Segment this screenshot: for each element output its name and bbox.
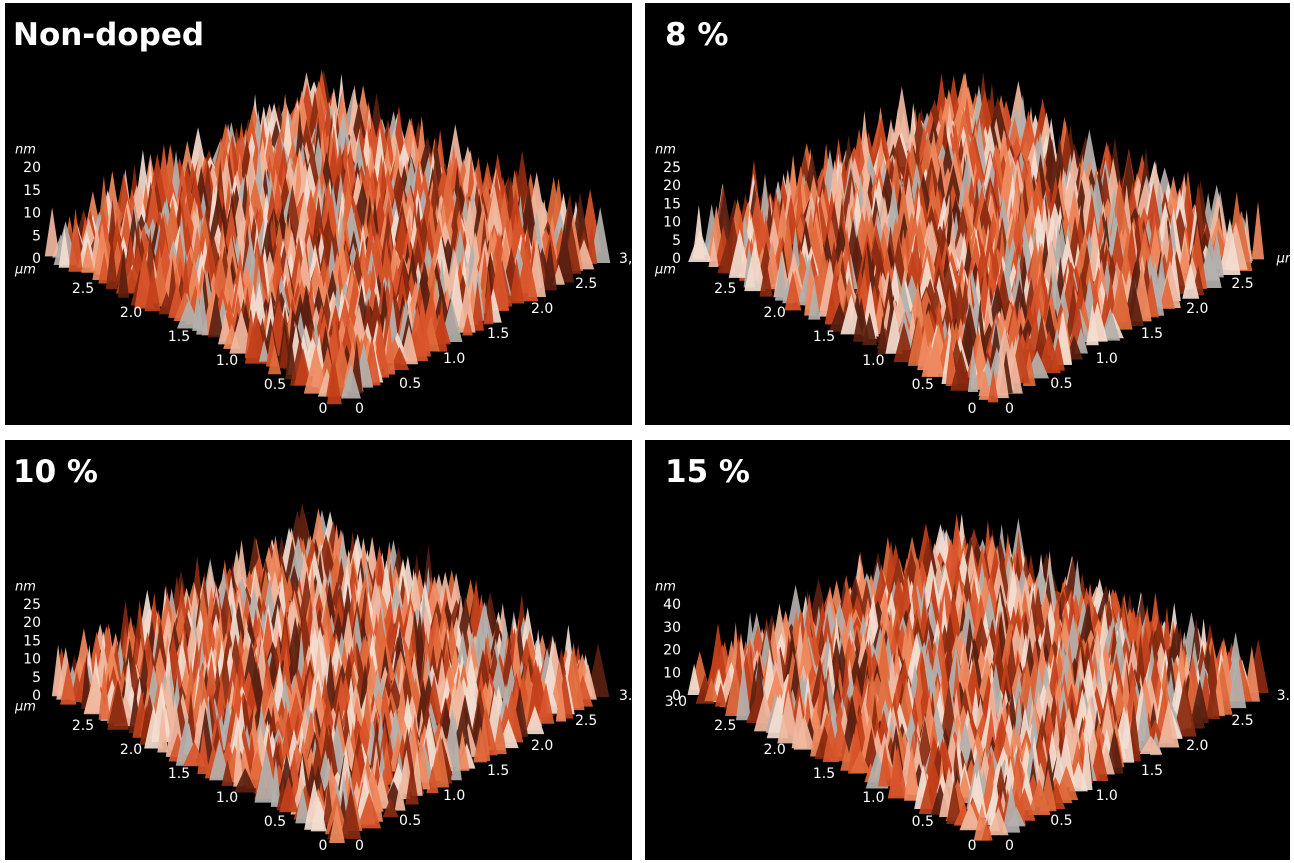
right-tick-label: 1.0 bbox=[1096, 351, 1118, 367]
panel: 10 %2520151050nmμm2.52.01.51.00.5000.51.… bbox=[5, 440, 641, 860]
right-tick-label: 1.0 bbox=[443, 351, 465, 367]
right-tick-label: 1.5 bbox=[487, 326, 509, 342]
figure: Non-doped 20 15 10 5 0 nm μm 2.5 2.0 1.5 1.0 0.5 0 0 0.… bbox=[0, 0, 1294, 863]
z-tick-label: 25 bbox=[663, 160, 681, 176]
panel-title: Non-doped bbox=[13, 17, 204, 53]
z-tick-label: 10 bbox=[23, 652, 41, 668]
z-tick-label: 10 bbox=[23, 206, 41, 222]
left-unit: μm bbox=[14, 700, 36, 715]
left-tick-label: 0 bbox=[319, 838, 328, 854]
right-tick-label: 0 bbox=[1005, 401, 1014, 417]
right-tick-label: 0 bbox=[355, 838, 364, 854]
left-tick-label: 2.5 bbox=[72, 718, 94, 734]
z-tick-label: 15 bbox=[23, 183, 41, 199]
left-tick-label: 2.0 bbox=[763, 742, 785, 758]
left-tick-label: 1.0 bbox=[862, 790, 884, 806]
left-tick-label: 0.5 bbox=[264, 814, 286, 830]
z-unit: nm bbox=[655, 143, 676, 158]
right-tick-label: 0.5 bbox=[399, 376, 421, 392]
left-tick-label: 2.0 bbox=[763, 305, 785, 321]
z-tick-label: 15 bbox=[663, 196, 681, 212]
right-tick-label: 0 bbox=[1005, 838, 1014, 854]
right-tick-label: 1.0 bbox=[1096, 788, 1118, 804]
z-tick-label: 20 bbox=[663, 643, 681, 659]
left-tick-label: 1.5 bbox=[168, 766, 190, 782]
left-tick-label: 1.5 bbox=[813, 766, 835, 782]
z-tick-label: 20 bbox=[23, 615, 41, 631]
left-tick-label: 2.5 bbox=[714, 718, 736, 734]
panel: 15 %403020100nm3.02.52.01.51.00.5000.51.… bbox=[645, 440, 1294, 860]
z-tick-label: 20 bbox=[663, 178, 681, 194]
left-tick-label: 0.5 bbox=[912, 377, 934, 393]
right-tick-label: 2.5 bbox=[575, 713, 597, 729]
right-tick-label: 0.5 bbox=[1050, 376, 1072, 392]
left-tick-label: 2.0 bbox=[120, 742, 142, 758]
z-tick-label: 5 bbox=[672, 233, 681, 249]
left-unit: μm bbox=[14, 263, 36, 278]
panel: Non-doped20151050nmμm2.52.01.51.00.5000.… bbox=[5, 3, 641, 425]
right-unit: μm bbox=[1276, 252, 1294, 267]
left-tick-label: 2.5 bbox=[72, 281, 94, 297]
left-tick-label: 3.0 bbox=[665, 694, 687, 710]
right-tick-label: 1.5 bbox=[487, 763, 509, 779]
right-tick-label: 1.5 bbox=[1141, 326, 1163, 342]
left-tick-label: 2.0 bbox=[120, 305, 142, 321]
right-tick-label: 2.5 bbox=[1231, 276, 1253, 292]
z-tick-label: 25 bbox=[23, 597, 41, 613]
left-tick-label: 0.5 bbox=[264, 377, 286, 393]
z-tick-label: 30 bbox=[663, 620, 681, 636]
z-tick-label: 5 bbox=[32, 670, 41, 686]
right-tick-label: 2.5 bbox=[575, 276, 597, 292]
right-tick-label: 1.0 bbox=[443, 788, 465, 804]
right-tick-label: 0.5 bbox=[399, 813, 421, 829]
z-tick-label: 10 bbox=[663, 665, 681, 681]
z-tick-label: 15 bbox=[23, 633, 41, 649]
left-tick-label: 1.0 bbox=[216, 790, 238, 806]
left-tick-label: 1.5 bbox=[168, 329, 190, 345]
panel-title: 8 % bbox=[665, 17, 728, 53]
left-tick-label: 1.5 bbox=[813, 329, 835, 345]
panel: 8 %2520151050nmμm2.52.01.51.00.5000.51.0… bbox=[645, 3, 1294, 425]
left-tick-label: 1.0 bbox=[216, 353, 238, 369]
panel-title: 15 % bbox=[665, 454, 750, 490]
left-unit: μm bbox=[654, 263, 676, 278]
z-unit: nm bbox=[655, 580, 676, 595]
z-tick-label: 40 bbox=[663, 597, 681, 613]
z-tick-label: 20 bbox=[23, 160, 41, 176]
z-unit: nm bbox=[15, 143, 36, 158]
right-tick-label: 2.0 bbox=[531, 738, 553, 754]
left-tick-label: 0 bbox=[968, 838, 977, 854]
right-tick-label: 0 bbox=[355, 401, 364, 417]
z-unit: nm bbox=[15, 580, 36, 595]
left-tick-label: 2.5 bbox=[714, 281, 736, 297]
panel-title: 10 % bbox=[13, 454, 98, 490]
z-tick-label: 5 bbox=[32, 228, 41, 244]
right-tick-label: 0.5 bbox=[1050, 813, 1072, 829]
left-tick-label: 0 bbox=[968, 401, 977, 417]
right-tick-label: 2.0 bbox=[531, 301, 553, 317]
z-tick-label: 10 bbox=[663, 215, 681, 231]
left-tick-label: 0.5 bbox=[912, 814, 934, 830]
right-tick-label: 2.0 bbox=[1186, 301, 1208, 317]
left-tick-label: 1.0 bbox=[862, 353, 884, 369]
left-tick-label: 0 bbox=[319, 401, 328, 417]
right-tick-label: 3.0 bbox=[619, 688, 641, 704]
right-tick-label: 3,0 bbox=[619, 251, 641, 267]
right-tick-label: 1.5 bbox=[1141, 763, 1163, 779]
